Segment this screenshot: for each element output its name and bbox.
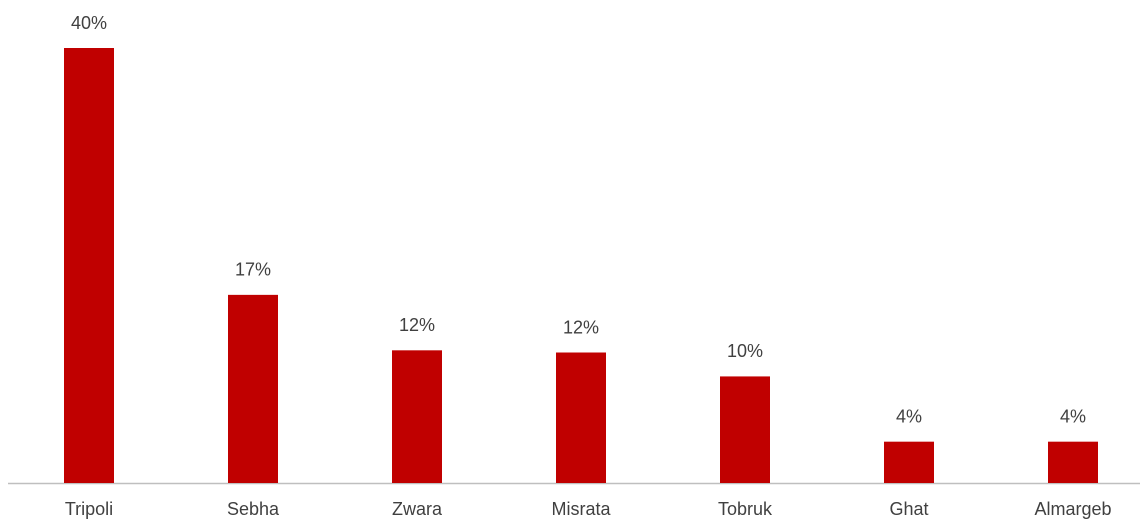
value-label: 40% — [71, 13, 107, 33]
value-label: 17% — [235, 260, 271, 280]
x-tick-label: Sebha — [227, 499, 280, 519]
x-tick-label: Tripoli — [65, 499, 113, 519]
bar — [556, 352, 606, 483]
bar — [228, 294, 278, 483]
bar — [64, 48, 114, 483]
value-label: 4% — [896, 406, 922, 426]
bar — [1048, 441, 1098, 483]
bar — [720, 376, 770, 483]
x-tick-label: Zwara — [392, 499, 443, 519]
x-tick-label: Almargeb — [1034, 499, 1111, 519]
value-label: 12% — [563, 317, 599, 337]
x-tick-label: Tobruk — [718, 499, 773, 519]
x-tick-label: Ghat — [889, 499, 928, 519]
bar — [392, 350, 442, 483]
bar — [884, 441, 934, 483]
x-tick-label: Misrata — [551, 499, 611, 519]
value-label: 4% — [1060, 406, 1086, 426]
value-label: 12% — [399, 315, 435, 335]
value-label: 10% — [727, 341, 763, 361]
